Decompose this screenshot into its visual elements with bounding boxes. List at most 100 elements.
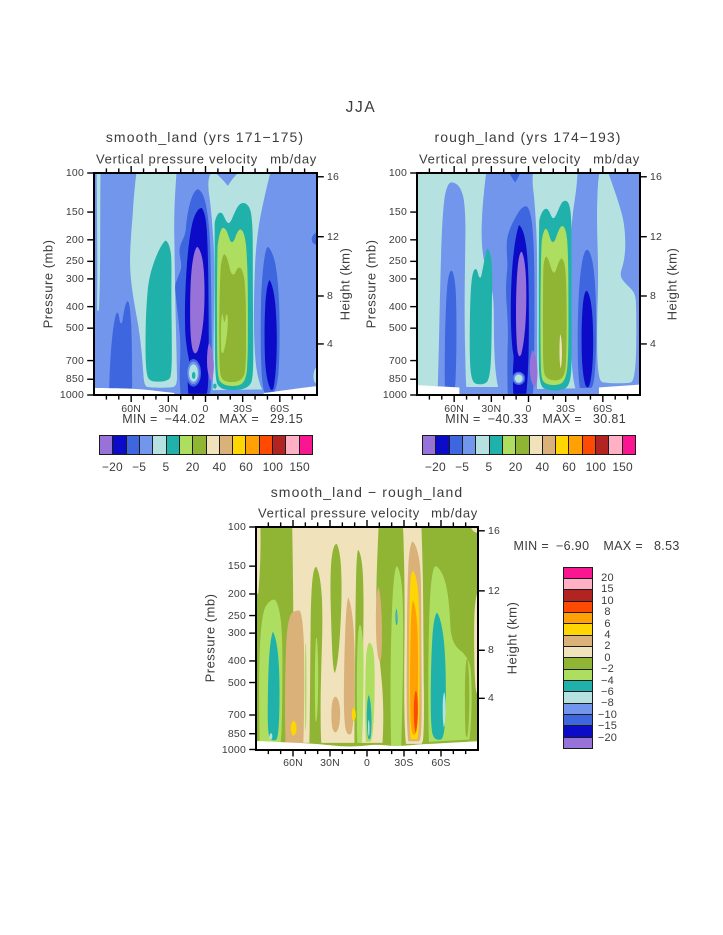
panel1-title: smooth_land (yrs 171−175) xyxy=(105,129,305,145)
panel3-pressure-tick-500: 500 xyxy=(227,676,246,689)
panel2-colorbar-cell-8 xyxy=(528,435,543,455)
panel2-pressure-tick-250: 250 xyxy=(388,255,407,268)
panel1-height-axis-label: Height (km) xyxy=(337,247,353,321)
panel1-pressure-axis-label: Pressure (mb) xyxy=(40,239,56,329)
panel1-colorbar-cell-4 xyxy=(152,435,167,455)
panel1-pressure-tick-500: 500 xyxy=(65,322,84,335)
panel2-pressure-tick-100: 100 xyxy=(388,167,407,179)
panel2-pressure-tick-1000: 1000 xyxy=(382,389,407,401)
panel3-pressure-tick-250: 250 xyxy=(227,609,246,622)
panel2-colorbar-label-−5: −5 xyxy=(455,460,470,474)
panel2-pressure-tick-200: 200 xyxy=(388,233,407,246)
panel1-colorbar-label-−20: −20 xyxy=(101,460,123,474)
panel3-pressure-tick-150: 150 xyxy=(227,560,246,573)
panel2-colorbar-cell-6 xyxy=(501,435,517,455)
panel3-height-tick-12: 12 xyxy=(488,584,501,597)
panel3-pressure-tick-850: 850 xyxy=(227,727,246,740)
panel3-title: smooth_land − rough_land xyxy=(270,484,464,500)
panel1-colorbar-cell-11 xyxy=(245,435,260,455)
panel2-lat-tick-30S: 30S xyxy=(556,402,576,415)
panel1-colorbar-cell-15 xyxy=(298,435,313,455)
panel2-colorbar-cell-13 xyxy=(595,435,610,455)
panel1-minmax: MIN = −44.02 MAX = 29.15 xyxy=(122,412,304,426)
panel1-colorbar-cell-12 xyxy=(258,435,274,455)
panel1-subtitle-right: mb/day xyxy=(270,151,317,167)
panel2-colorbar-cell-15 xyxy=(621,435,636,455)
panel3-lat-tick-60N: 60N xyxy=(283,757,303,769)
panel1-lat-tick-30S: 30S xyxy=(233,402,253,415)
panel3-colorbar-label-4: 4 xyxy=(604,628,611,641)
panel3-colorbar-label-0: 0 xyxy=(604,651,611,664)
panel3-lat-tick-30S: 30S xyxy=(394,757,414,769)
panel1-lat-tick-60S: 60S xyxy=(270,402,290,415)
panel2-colorbar-label-60: 60 xyxy=(562,460,576,474)
panel1-pressure-tick-400: 400 xyxy=(65,300,84,313)
panel1-pressure-tick-300: 300 xyxy=(65,272,84,285)
panel1-lat-tick-30N: 30N xyxy=(158,402,179,415)
panel2-colorbar-cell-2 xyxy=(448,435,463,455)
panel2-colorbar-cell-12 xyxy=(581,435,597,455)
panel3-pressure-axis-label: Pressure (mb) xyxy=(202,593,218,683)
panel3-pressure-tick-1000: 1000 xyxy=(221,743,246,756)
panel3-colorbar-label-−10: −10 xyxy=(597,708,618,721)
panel3-height-tick-16: 16 xyxy=(488,524,501,537)
panel1-colorbar-label-5: 5 xyxy=(162,460,170,474)
panel1-height-tick-4: 4 xyxy=(327,337,334,350)
panel2-height-tick-16: 16 xyxy=(650,170,663,183)
panel2-pressure-tick-150: 150 xyxy=(388,206,407,219)
panel2-colorbar-cell-5 xyxy=(488,435,503,455)
panel1-pressure-tick-700: 700 xyxy=(65,354,84,367)
panel1-height-tick-8: 8 xyxy=(327,289,334,302)
panel2-height-tick-12: 12 xyxy=(650,230,663,243)
panel1-height-tick-12: 12 xyxy=(327,230,340,243)
panel3-pressure-tick-100: 100 xyxy=(227,521,246,533)
panel1-colorbar-label-40: 40 xyxy=(212,460,227,474)
panel2-colorbar-label-150: 150 xyxy=(612,460,633,474)
panel2-lat-tick-60N: 60N xyxy=(444,402,465,415)
panel2-colorbar-label-20: 20 xyxy=(508,460,523,474)
panel2-pressure-tick-400: 400 xyxy=(388,300,407,313)
panel3-colorbar-label-−15: −15 xyxy=(597,720,618,733)
panel1-colorbar-cell-8 xyxy=(205,435,220,455)
panel3-height-axis-label: Height (km) xyxy=(504,601,520,675)
panel3-colorbar-label-6: 6 xyxy=(604,617,611,630)
panel2-colorbar xyxy=(422,435,636,455)
panel2-subtitle-left: Vertical pressure velocity xyxy=(419,151,581,167)
panel1-colorbar-label-60: 60 xyxy=(239,460,253,474)
panel2-colorbar-label-−20: −20 xyxy=(424,460,446,474)
panel3-colorbar-label-15: 15 xyxy=(601,583,614,596)
panel3-lat-tick-0: 0 xyxy=(363,757,371,769)
panel1-colorbar-label-20: 20 xyxy=(185,460,200,474)
panel3-pressure-tick-300: 300 xyxy=(227,627,246,640)
panel2-pressure-tick-500: 500 xyxy=(388,322,407,335)
panel3-colorbar-label-10: 10 xyxy=(601,594,614,607)
panel3-lat-tick-60S: 60S xyxy=(431,757,451,769)
panel1-colorbar-label-−5: −5 xyxy=(132,460,147,474)
panel1-pressure-tick-1000: 1000 xyxy=(59,389,84,401)
panel2-pressure-tick-700: 700 xyxy=(388,354,407,367)
panel1-lat-tick-60N: 60N xyxy=(121,402,142,415)
panel1-pressure-tick-150: 150 xyxy=(65,206,84,219)
panel1-colorbar-cell-9 xyxy=(218,435,234,455)
panel2-height-tick-4: 4 xyxy=(650,337,657,350)
panel2-height-axis-label: Height (km) xyxy=(664,247,680,321)
panel3-colorbar-label-−4: −4 xyxy=(601,674,614,687)
panel2-colorbar-cell-9 xyxy=(541,435,557,455)
panel2-colorbar-cell-4 xyxy=(475,435,490,455)
panel2-colorbar-label-5: 5 xyxy=(485,460,493,474)
panel1-pressure-tick-100: 100 xyxy=(65,167,84,179)
panel2-height-tick-8: 8 xyxy=(650,289,657,302)
panel3-plot xyxy=(256,527,478,750)
panel3-pressure-tick-400: 400 xyxy=(227,654,246,667)
panel1-colorbar-cell-1 xyxy=(112,435,127,455)
panel3-lat-tick-30N: 30N xyxy=(320,757,340,769)
panel3-height-tick-8: 8 xyxy=(488,644,495,657)
panel2-colorbar-cell-0 xyxy=(422,435,437,455)
panel1-pressure-tick-850: 850 xyxy=(65,373,84,386)
panel2-colorbar-cell-10 xyxy=(555,435,570,455)
panel2-colorbar-cell-1 xyxy=(435,435,450,455)
panel1-colorbar-cell-3 xyxy=(138,435,154,455)
panel3-colorbar-label-20: 20 xyxy=(601,571,614,584)
panel1-colorbar-cell-13 xyxy=(272,435,287,455)
panel3-colorbar-label-2: 2 xyxy=(604,640,611,653)
